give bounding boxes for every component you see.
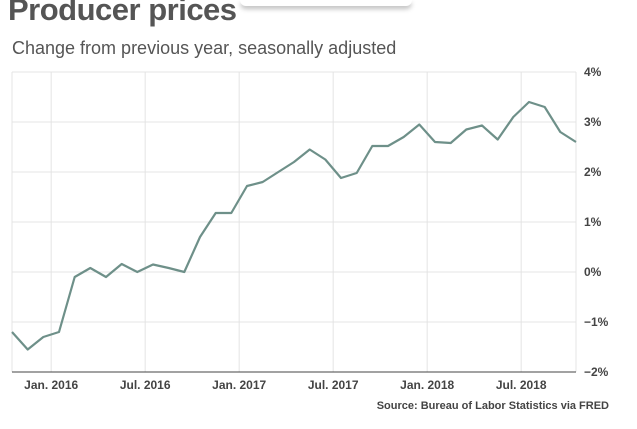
horizontal-gridlines <box>12 71 576 373</box>
x-tick-label: Jul. 2016 <box>120 378 171 392</box>
y-tick-label: 3% <box>584 115 602 129</box>
y-tick-label: 4% <box>584 65 602 79</box>
series-line <box>11 100 577 351</box>
y-tick-label: −2% <box>584 365 609 379</box>
y-tick-label: 0% <box>584 265 602 279</box>
x-tick-label: Jul. 2017 <box>308 378 359 392</box>
source-note: Source: Bureau of Labor Statistics via F… <box>376 400 609 412</box>
x-axis-labels: Jan. 2016 Jul. 2016 Jan. 2017 Jul. 2017 Jan.… <box>24 378 547 392</box>
y-tick-label: 2% <box>584 165 602 179</box>
x-tick-label: Jan. 2018 <box>400 378 454 392</box>
y-axis-labels: 4% 3% 2% 1% 0% −1% −2% <box>584 65 609 379</box>
y-tick-label: 1% <box>584 215 602 229</box>
plot-frame <box>11 72 577 373</box>
series-group <box>11 100 577 351</box>
chart-subtitle: Change from previous year, seasonally ad… <box>12 38 397 58</box>
chart-title: Producer prices <box>8 0 237 27</box>
y-tick-label: −1% <box>584 315 609 329</box>
x-tick-label: Jan. 2016 <box>24 378 78 392</box>
x-tick-label: Jul. 2018 <box>496 378 547 392</box>
x-tick-label: Jan. 2017 <box>212 378 266 392</box>
top-shadow <box>240 0 412 6</box>
